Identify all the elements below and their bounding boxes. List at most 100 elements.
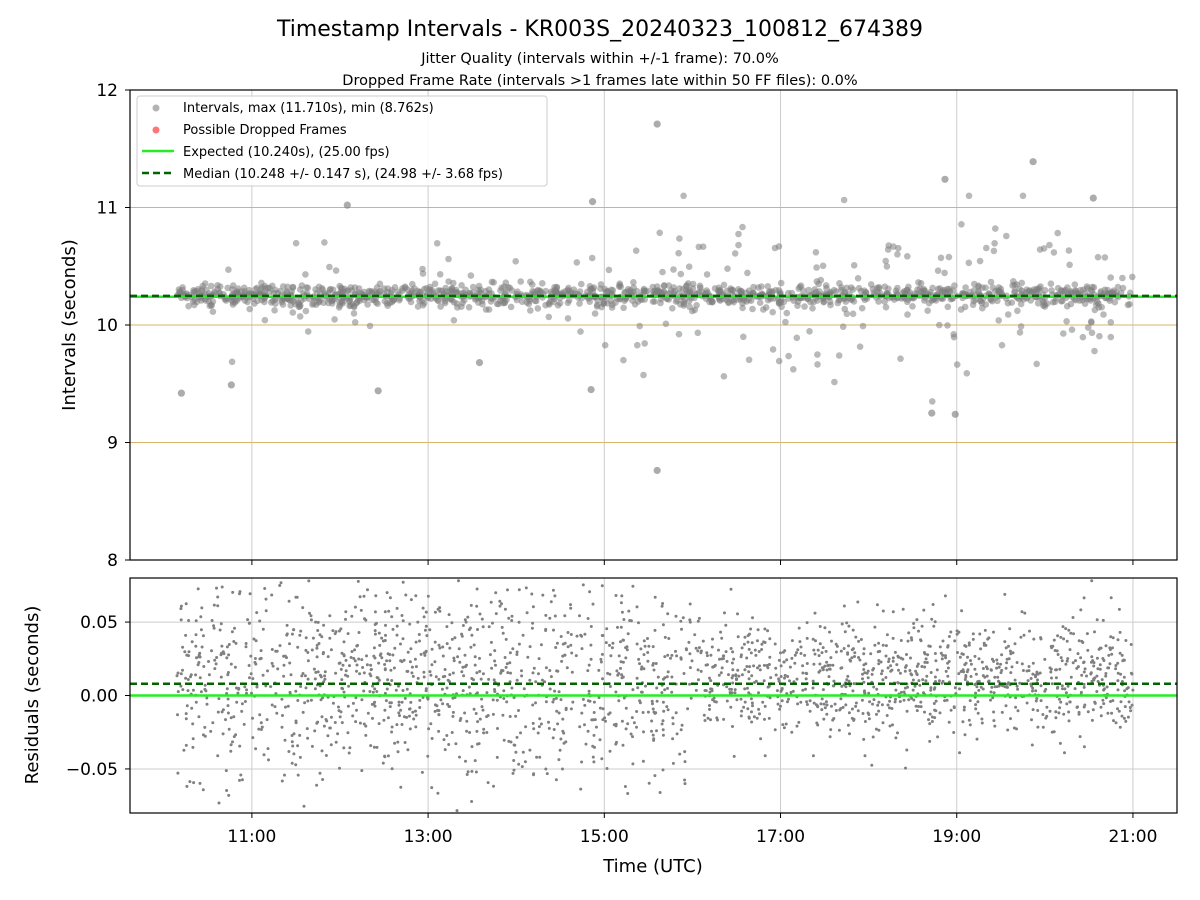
residual-point xyxy=(934,659,938,663)
interval-point xyxy=(261,316,269,324)
residual-point xyxy=(641,711,645,714)
residual-point xyxy=(638,662,641,666)
residual-point xyxy=(854,635,858,639)
interval-point xyxy=(962,284,969,291)
interval-point xyxy=(756,299,764,307)
residual-point xyxy=(388,596,392,600)
residual-point xyxy=(992,691,996,695)
residual-point xyxy=(919,700,923,704)
residual-point xyxy=(825,703,829,707)
residual-point xyxy=(226,671,230,674)
residual-point xyxy=(929,671,933,674)
interval-point xyxy=(749,305,756,313)
interval-point xyxy=(709,298,716,306)
residual-point xyxy=(641,759,645,763)
residual-point xyxy=(974,691,978,695)
interval-point xyxy=(620,356,627,364)
residual-point xyxy=(230,630,234,634)
interval-outlier-point-13 xyxy=(951,410,959,418)
interval-point xyxy=(941,269,948,277)
residual-point xyxy=(397,703,401,707)
residual-point xyxy=(696,649,700,653)
residual-point xyxy=(902,690,906,694)
residual-point xyxy=(454,742,458,746)
residual-point xyxy=(396,740,400,744)
residual-point xyxy=(288,690,292,694)
interval-point xyxy=(801,303,808,310)
residual-point xyxy=(583,723,586,727)
residual-point xyxy=(470,745,474,749)
residual-point xyxy=(877,700,881,704)
residual-point xyxy=(537,657,541,661)
residual-point xyxy=(226,697,230,701)
residual-point xyxy=(662,709,666,713)
interval-point xyxy=(1063,303,1071,310)
residual-point xyxy=(498,604,502,608)
residual-point xyxy=(318,633,322,637)
residual-point xyxy=(1064,662,1068,666)
residual-point xyxy=(521,633,525,637)
residual-point xyxy=(575,634,579,638)
residual-point xyxy=(1112,719,1115,723)
residual-point xyxy=(863,754,867,758)
residual-point xyxy=(291,744,295,748)
residual-point xyxy=(255,685,259,689)
residual-point xyxy=(1116,638,1120,642)
intervals-y-axis-label: Intervals (seconds) xyxy=(59,239,80,411)
interval-point xyxy=(1019,192,1027,200)
residual-point xyxy=(739,655,743,659)
residual-point xyxy=(655,686,659,690)
residual-point xyxy=(284,705,287,709)
residual-point xyxy=(1095,690,1099,693)
interval-point xyxy=(841,288,848,296)
interval-point xyxy=(894,251,901,258)
residual-point xyxy=(910,696,914,700)
residual-point xyxy=(1067,710,1071,714)
interval-point xyxy=(372,299,380,306)
residual-point xyxy=(961,652,965,656)
interval-point xyxy=(998,341,1006,349)
residual-point xyxy=(805,621,809,625)
residual-point xyxy=(430,737,434,740)
residual-point xyxy=(943,594,947,598)
residual-point xyxy=(176,671,180,675)
residual-point xyxy=(890,707,894,710)
interval-point xyxy=(971,280,978,288)
residual-point xyxy=(541,593,545,597)
residual-point xyxy=(400,723,404,726)
interval-point xyxy=(641,340,648,347)
residual-point xyxy=(380,656,384,660)
residual-point xyxy=(304,648,308,652)
residual-point xyxy=(624,646,628,650)
residual-point xyxy=(521,750,525,754)
interval-point xyxy=(434,287,442,294)
interval-point xyxy=(929,398,936,405)
residual-point xyxy=(1055,649,1059,653)
interval-point xyxy=(737,287,745,295)
residual-point xyxy=(391,627,395,631)
residual-point xyxy=(891,636,895,640)
interval-point xyxy=(883,263,891,270)
residual-point xyxy=(315,646,319,650)
residual-point xyxy=(179,672,183,676)
residual-point xyxy=(1118,725,1122,729)
residual-point xyxy=(362,671,366,675)
residual-point xyxy=(801,664,805,668)
residual-point xyxy=(383,691,387,695)
residual-point xyxy=(507,616,511,620)
residual-point xyxy=(240,709,244,713)
residual-point xyxy=(1005,682,1009,686)
residual-point xyxy=(1011,651,1015,655)
residual-point xyxy=(482,727,486,731)
residual-point xyxy=(547,720,550,724)
residuals-y-tick-label-0: 0.05 xyxy=(80,613,118,633)
residual-point xyxy=(674,649,677,653)
interval-point xyxy=(258,279,265,287)
residual-point xyxy=(348,746,352,750)
residual-point xyxy=(481,708,485,712)
residual-point xyxy=(1095,656,1099,660)
interval-point xyxy=(1017,323,1025,330)
interval-point xyxy=(577,328,584,335)
residual-point xyxy=(1082,705,1086,709)
residual-point xyxy=(386,716,390,720)
